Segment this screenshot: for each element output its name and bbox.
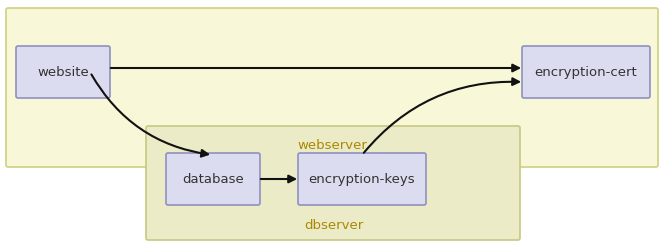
Text: encryption-cert: encryption-cert [535,65,637,78]
FancyBboxPatch shape [522,46,650,98]
Text: encryption-keys: encryption-keys [309,173,415,186]
Text: webserver: webserver [297,139,367,152]
Text: database: database [182,173,244,186]
FancyBboxPatch shape [6,8,658,167]
Text: dbserver: dbserver [304,219,364,232]
Text: website: website [37,65,89,78]
FancyBboxPatch shape [298,153,426,205]
FancyBboxPatch shape [16,46,110,98]
FancyBboxPatch shape [166,153,260,205]
FancyBboxPatch shape [146,126,520,240]
